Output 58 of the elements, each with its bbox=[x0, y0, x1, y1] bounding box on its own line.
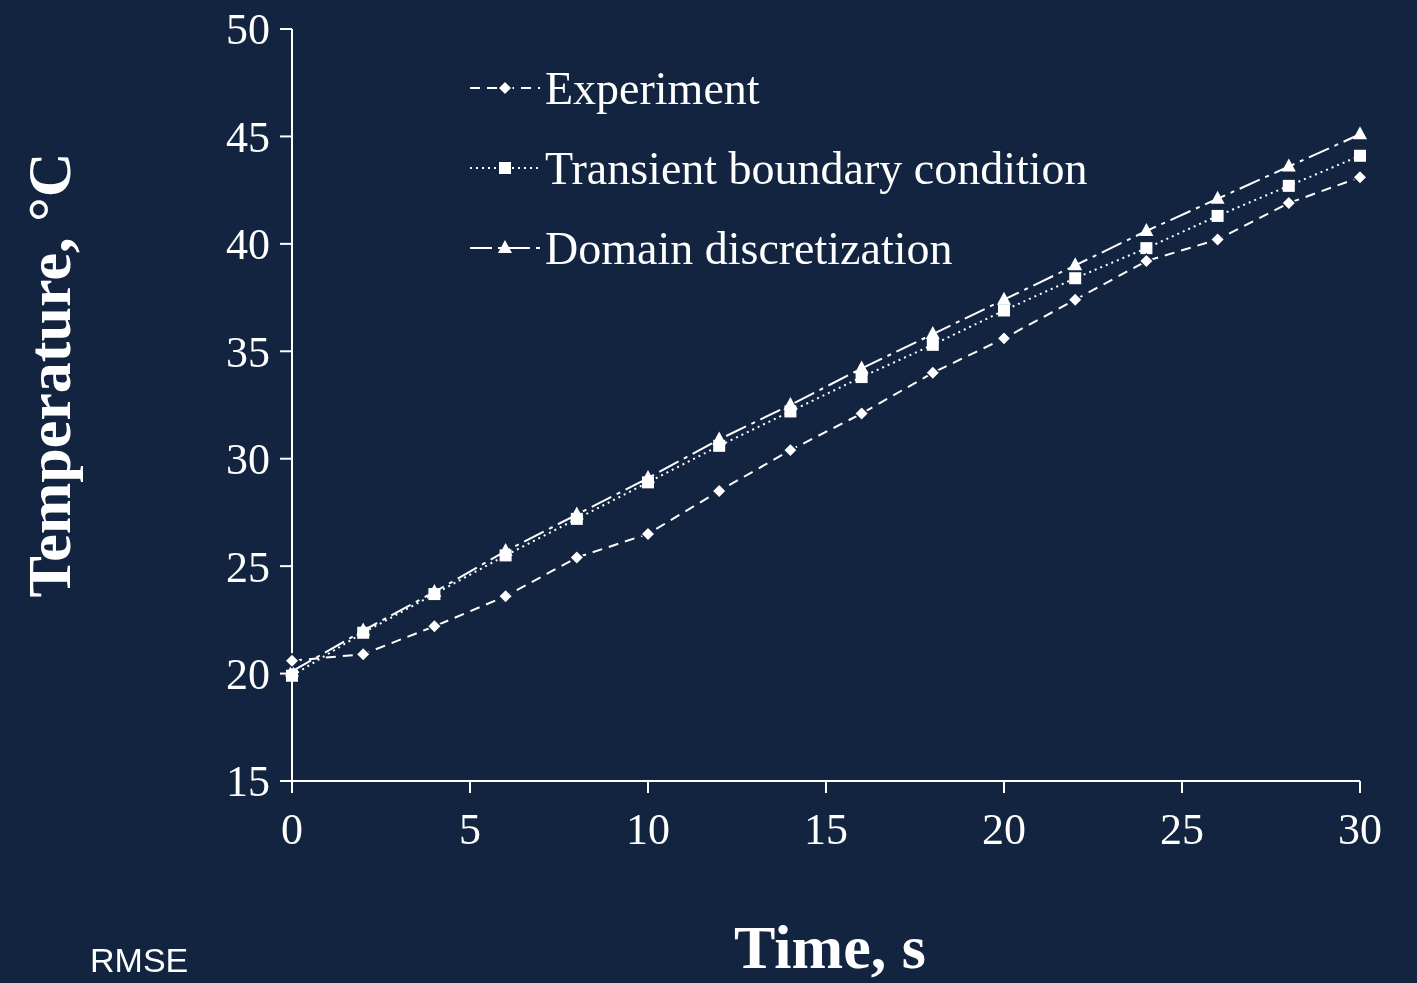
y-tick-label: 20 bbox=[226, 649, 270, 699]
legend-label: Experiment bbox=[545, 63, 760, 115]
y-tick-label: 50 bbox=[226, 5, 270, 55]
point bbox=[998, 304, 1010, 317]
x-tick-label: 5 bbox=[459, 805, 481, 854]
point bbox=[853, 405, 870, 422]
y-axis-title: Temperature, °C bbox=[15, 152, 83, 598]
x-axis-title: Time, s bbox=[734, 913, 926, 981]
point bbox=[570, 512, 583, 525]
text: RMSE bbox=[90, 941, 189, 979]
point bbox=[1282, 179, 1295, 192]
x-tick-label: 0 bbox=[281, 805, 303, 854]
x-tick-label: 10 bbox=[626, 805, 670, 854]
point bbox=[497, 588, 514, 604]
y-tick-label: 45 bbox=[226, 112, 270, 162]
point bbox=[713, 439, 726, 452]
point bbox=[711, 483, 727, 499]
point bbox=[782, 442, 799, 458]
legend-label: Domain discretization bbox=[545, 223, 953, 275]
point bbox=[784, 405, 797, 418]
point bbox=[642, 476, 654, 489]
y-tick-label: 25 bbox=[226, 542, 270, 592]
point bbox=[428, 588, 441, 601]
point bbox=[1281, 195, 1297, 211]
point bbox=[1352, 169, 1368, 185]
point bbox=[1068, 257, 1083, 271]
x-tick-label: 20 bbox=[982, 805, 1026, 854]
point bbox=[1211, 209, 1224, 222]
y-tick-label: 30 bbox=[226, 435, 270, 485]
point bbox=[357, 626, 370, 639]
point bbox=[855, 371, 868, 384]
point bbox=[426, 618, 443, 635]
point bbox=[1354, 149, 1366, 162]
point bbox=[640, 526, 656, 542]
x-tick-label: 25 bbox=[1160, 805, 1204, 854]
point bbox=[286, 669, 298, 682]
point bbox=[1353, 126, 1367, 140]
point bbox=[1138, 253, 1155, 269]
point bbox=[1140, 242, 1153, 255]
x-tick-label: 30 bbox=[1338, 805, 1382, 854]
x-tick-label: 15 bbox=[804, 805, 848, 854]
point bbox=[926, 338, 939, 351]
point bbox=[1069, 272, 1082, 285]
point bbox=[925, 365, 941, 381]
point bbox=[355, 646, 371, 662]
y-tick-label: 40 bbox=[226, 220, 270, 270]
y-tick-label: 35 bbox=[226, 327, 270, 377]
point bbox=[1209, 231, 1226, 248]
point bbox=[1139, 222, 1154, 236]
point bbox=[1281, 158, 1296, 172]
point bbox=[499, 549, 512, 562]
point bbox=[997, 291, 1011, 305]
y-tick-label: 15 bbox=[226, 757, 270, 807]
point bbox=[569, 549, 585, 566]
point bbox=[925, 326, 940, 340]
legend-label: Transient boundary condition bbox=[545, 143, 1088, 195]
point bbox=[1210, 190, 1225, 204]
point bbox=[284, 652, 300, 669]
